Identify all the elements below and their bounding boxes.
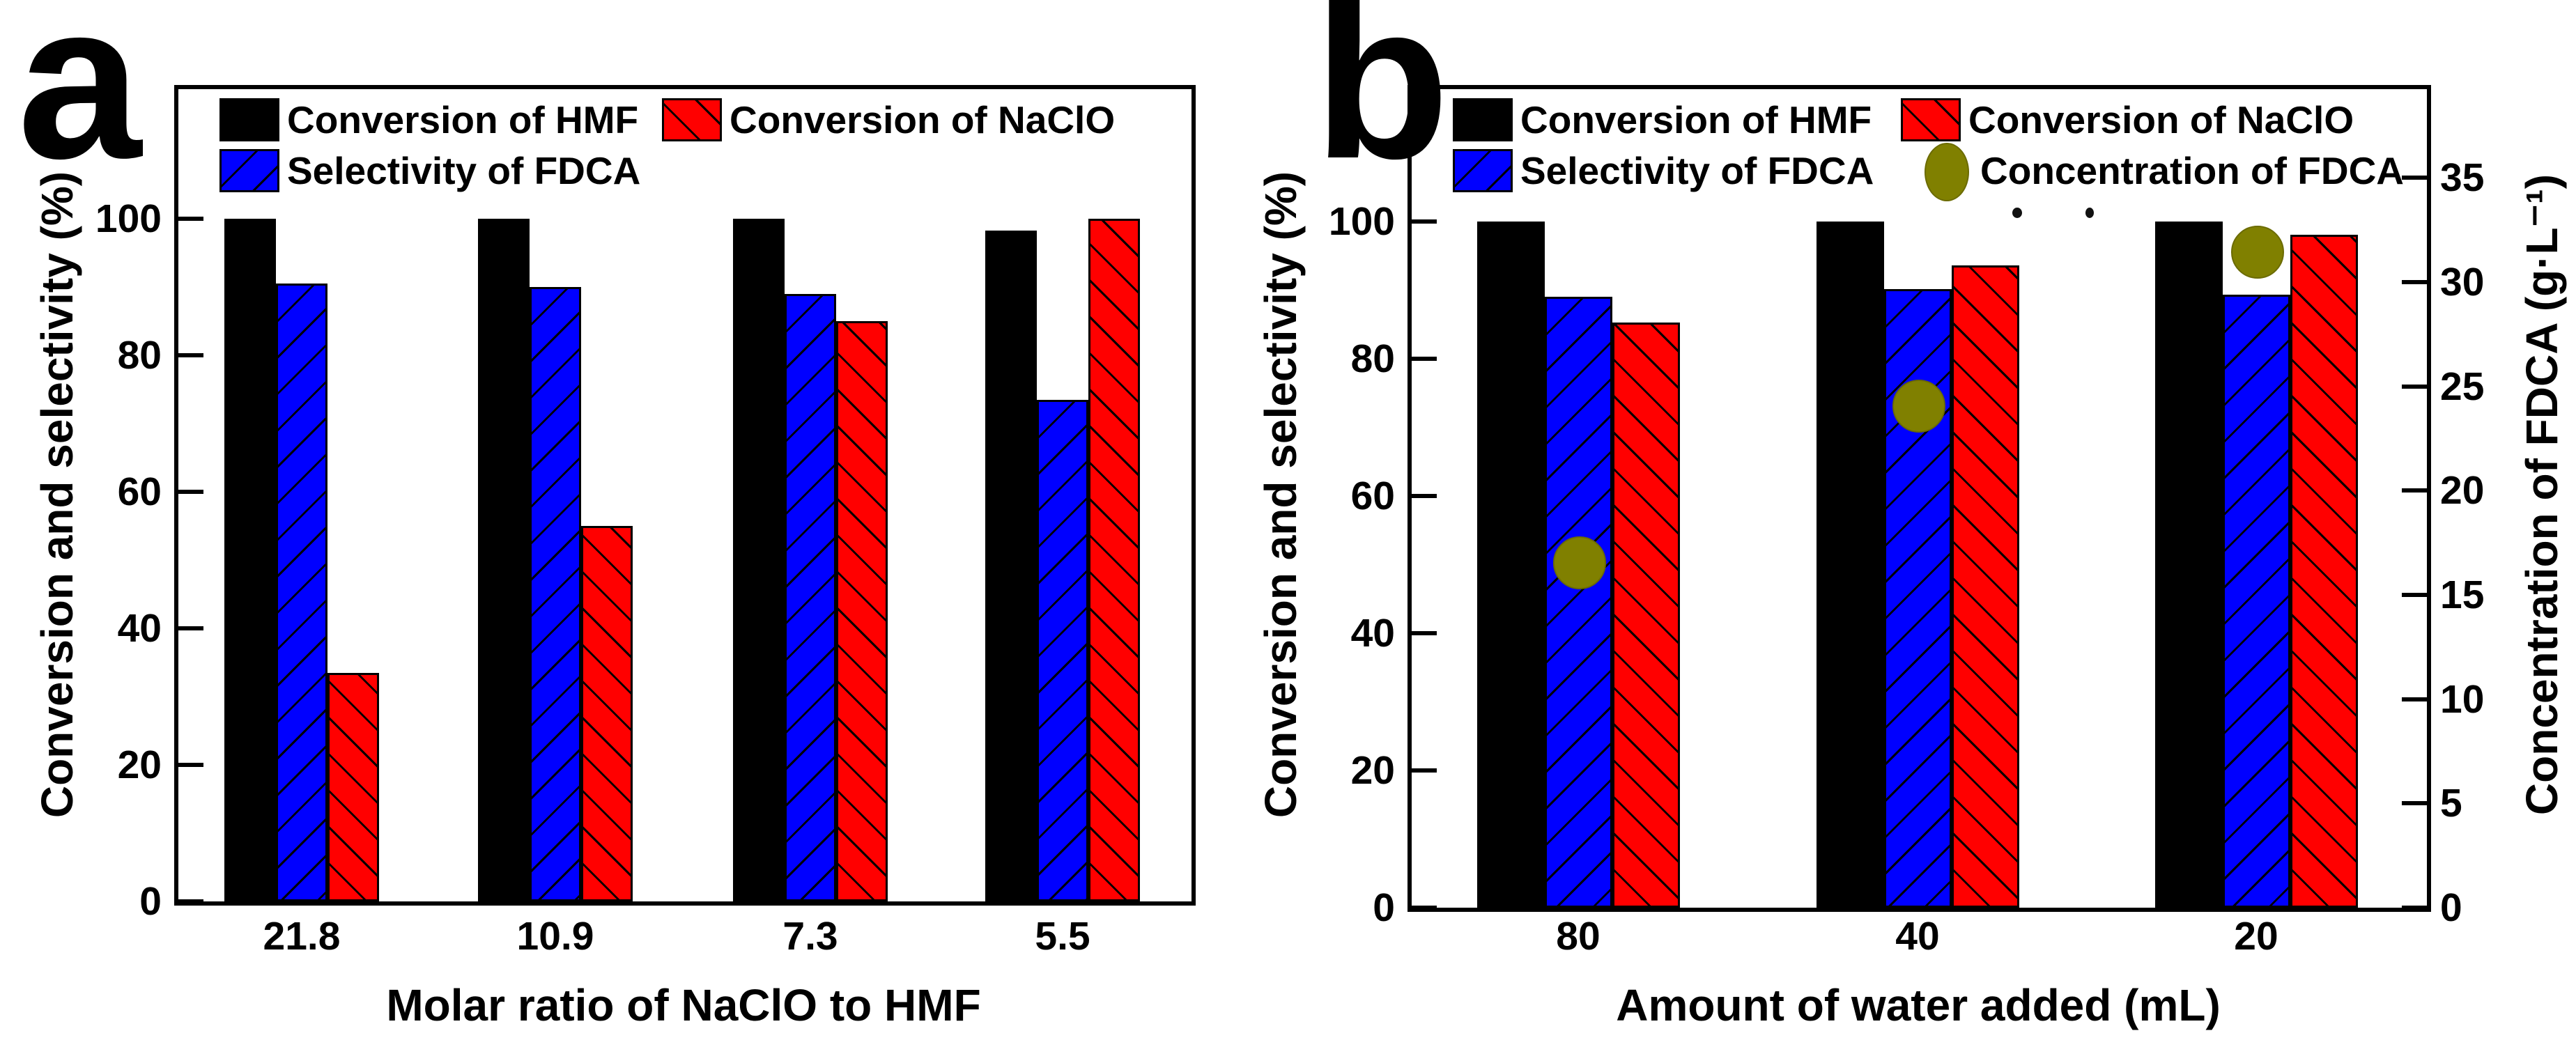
y-axis-tick-label: 100 (1328, 199, 1395, 244)
bar-conversion-of-naclo (581, 526, 633, 901)
bar-selectivity-of-fdca (785, 294, 836, 901)
right-axis-tick-label: 25 (2440, 364, 2485, 409)
artifact-dot (2085, 208, 2094, 218)
bar-conversion-of-hmf (733, 219, 785, 901)
x-axis-category-label: 10.9 (516, 914, 594, 959)
right-axis-tick (2402, 176, 2427, 180)
bar-conversion-of-naclo (1088, 219, 1140, 901)
right-axis-tick-label: 15 (2440, 572, 2485, 617)
y-axis-tick-label: 20 (1350, 748, 1395, 793)
artifact-dot (2012, 208, 2022, 218)
bar-conversion-of-naclo (2290, 235, 2358, 908)
x-axis-category-label: 21.8 (263, 914, 341, 959)
y-axis-tick-label: 100 (95, 196, 162, 241)
bar-conversion-of-hmf (985, 231, 1037, 901)
legend-label: Conversion of HMF (287, 98, 639, 141)
x-axis-category-label: 5.5 (1035, 914, 1090, 959)
y-axis-tick (1412, 768, 1437, 773)
bar-conversion-of-naclo (327, 673, 379, 901)
bar-selectivity-of-fdca (530, 287, 581, 901)
right-axis-tick-label: 5 (2440, 781, 2462, 826)
x-axis-category-label: 40 (1895, 914, 1940, 959)
panel-a-letter: a (17, 0, 141, 205)
bar-conversion-of-naclo (1612, 323, 1680, 908)
y-axis-tick-label: 60 (1350, 474, 1395, 518)
legend-marker-fdca-concentration (1925, 143, 1969, 201)
panel-a-plot-area (174, 85, 1196, 906)
legend-swatch-selectivity-of-fdca (1453, 149, 1513, 192)
right-axis-tick (2402, 384, 2427, 389)
legend-swatch-conversion-of-naclo (1901, 98, 1961, 141)
y-axis-tick (178, 353, 203, 357)
bar-conversion-of-hmf (1817, 222, 1884, 908)
y-axis-tick (1412, 906, 1437, 910)
x-axis-category-label: 80 (1556, 914, 1601, 959)
y-axis-tick-label: 40 (117, 606, 162, 651)
right-axis-tick (2402, 801, 2427, 806)
legend-swatch-selectivity-of-fdca (219, 149, 279, 192)
y-axis-tick-label: 0 (139, 879, 162, 924)
right-axis-tick (2402, 488, 2427, 493)
legend-label: Conversion of NaClO (730, 98, 1116, 141)
bar-conversion-of-naclo (1952, 265, 2019, 908)
right-axis-tick (2402, 906, 2427, 910)
legend-label: Concentration of FDCA (1980, 149, 2405, 192)
bar-conversion-of-naclo (836, 321, 888, 901)
bar-conversion-of-hmf (1477, 222, 1545, 908)
legend-swatch-conversion-of-hmf (219, 98, 279, 141)
right-axis-tick-label: 30 (2440, 259, 2485, 304)
y-axis-tick-label: 80 (1350, 336, 1395, 381)
right-axis-tick-label: 0 (2440, 885, 2462, 930)
panel-b-x-axis-title: Amount of water added (mL) (1616, 980, 2221, 1030)
y-axis-tick (178, 217, 203, 221)
bar-selectivity-of-fdca (1037, 400, 1088, 901)
y-axis-tick (1412, 494, 1437, 498)
y-axis-tick (1412, 219, 1437, 224)
y-axis-tick (1412, 357, 1437, 361)
y-axis-tick (178, 626, 203, 630)
fdca-concentration-point (1892, 380, 1945, 433)
legend-label: Conversion of NaClO (1968, 98, 2354, 141)
panel-b-letter: b (1313, 0, 1450, 205)
y-axis-tick (178, 899, 203, 903)
bar-selectivity-of-fdca (276, 284, 327, 901)
y-axis-tick-label: 20 (117, 743, 162, 787)
right-axis-tick (2402, 279, 2427, 284)
y-axis-tick-label: 80 (117, 333, 162, 378)
right-axis-tick-label: 10 (2440, 676, 2485, 722)
panel-b-plot-area (1407, 85, 2431, 912)
x-axis-category-label: 7.3 (782, 914, 838, 959)
bar-selectivity-of-fdca (2223, 295, 2290, 908)
legend-swatch-conversion-of-naclo (662, 98, 722, 141)
bar-selectivity-of-fdca (1545, 297, 1612, 908)
x-axis-category-label: 20 (2234, 914, 2278, 959)
bar-conversion-of-hmf (224, 219, 276, 901)
panel-a-x-axis-title: Molar ratio of NaClO to HMF (386, 980, 981, 1030)
y-axis-tick-label: 40 (1350, 611, 1395, 656)
y-axis-tick (178, 763, 203, 767)
right-axis-tick-label: 20 (2440, 468, 2485, 513)
legend-label: Selectivity of FDCA (287, 149, 641, 192)
bar-conversion-of-hmf (2155, 222, 2223, 908)
bar-conversion-of-hmf (478, 219, 530, 901)
fdca-concentration-point (2231, 225, 2284, 279)
legend-label: Selectivity of FDCA (1520, 149, 1874, 192)
right-axis-tick (2402, 592, 2427, 597)
y-axis-tick (178, 490, 203, 494)
right-axis-tick (2402, 697, 2427, 701)
y-axis-tick (1412, 631, 1437, 635)
legend-swatch-conversion-of-hmf (1453, 98, 1513, 141)
y-axis-tick-label: 0 (1373, 885, 1395, 930)
legend-label: Conversion of HMF (1520, 98, 1872, 141)
fdca-concentration-point (1553, 536, 1606, 589)
y-axis-tick-label: 60 (117, 470, 162, 514)
right-axis-tick-label: 35 (2440, 155, 2485, 201)
